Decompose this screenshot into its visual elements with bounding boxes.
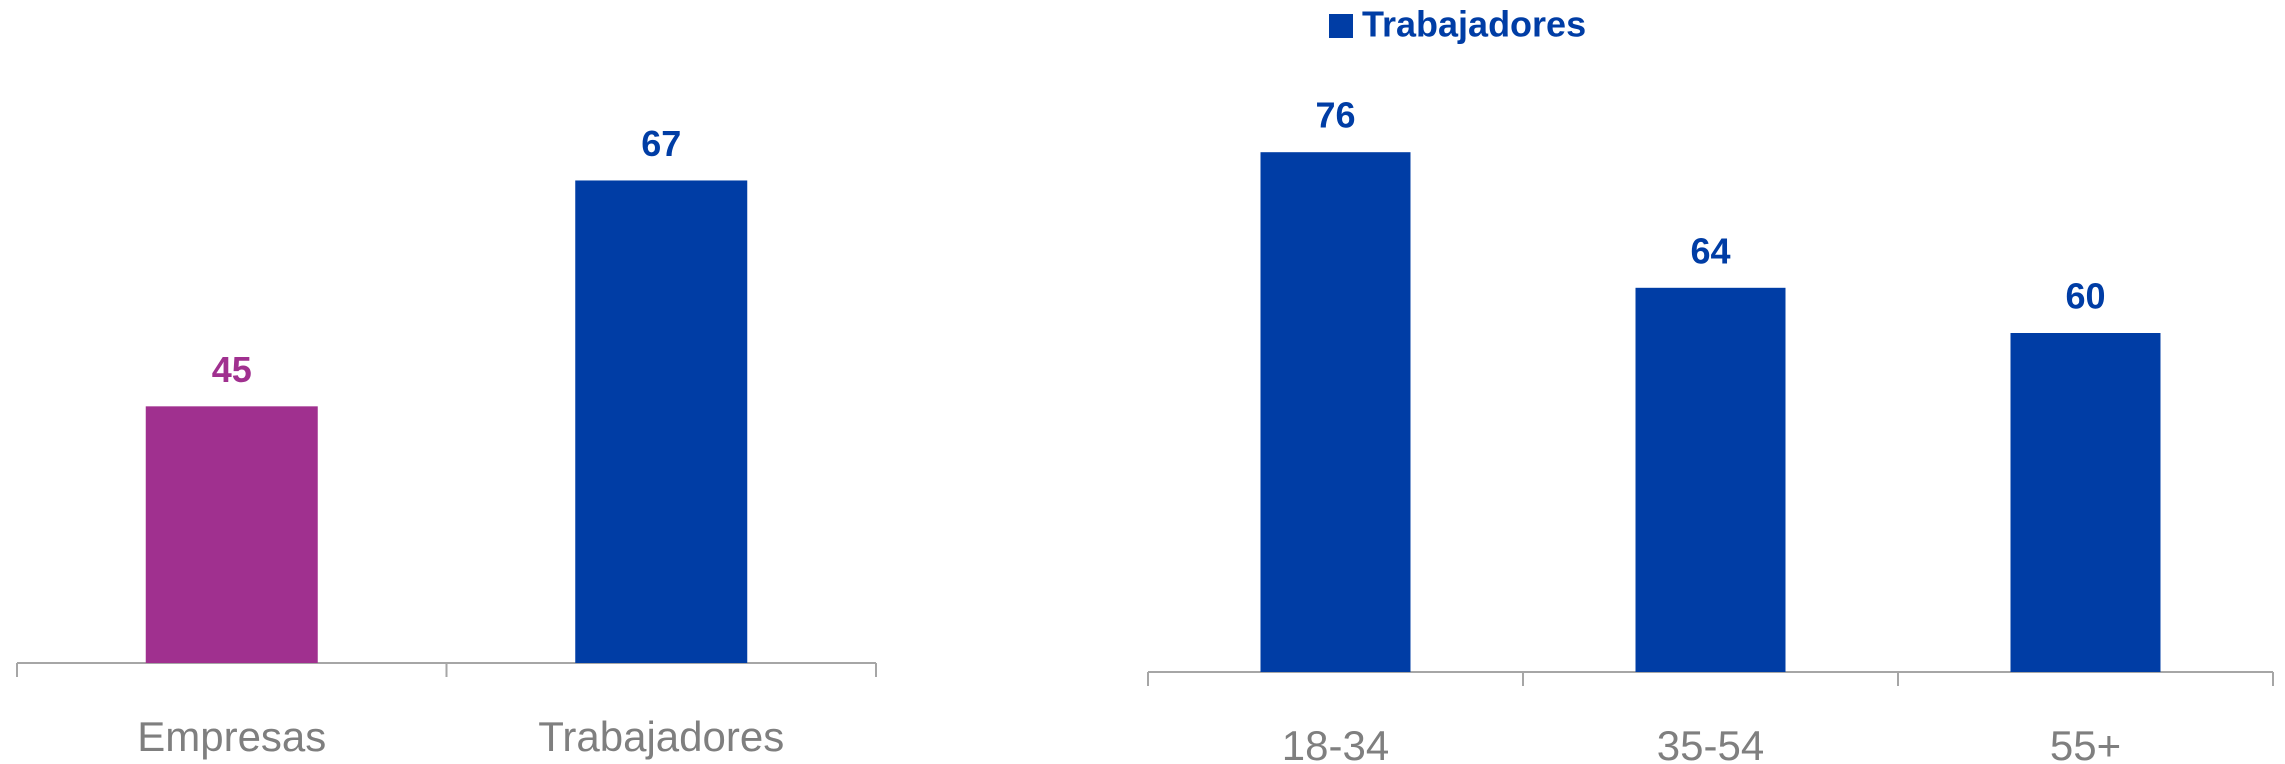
bar [1635, 287, 1786, 672]
legend-swatch [1329, 14, 1353, 38]
x-tick-label: Trabajadores [538, 713, 784, 760]
data-label: 67 [641, 123, 681, 164]
x-tick-label: Empresas [137, 713, 326, 760]
legend-label: Trabajadores [1362, 4, 1586, 45]
x-tick-label: 35-54 [1657, 722, 1764, 764]
bar [145, 406, 318, 663]
x-tick-label: 55+ [2050, 722, 2121, 764]
bar [2010, 333, 2161, 672]
data-label: 60 [2065, 276, 2105, 317]
x-tick-label: 18-34 [1282, 722, 1389, 764]
bar [1260, 152, 1411, 672]
data-label: 76 [1315, 95, 1355, 136]
data-label: 64 [1690, 230, 1730, 271]
data-label: 45 [212, 349, 252, 390]
bar [575, 180, 748, 663]
